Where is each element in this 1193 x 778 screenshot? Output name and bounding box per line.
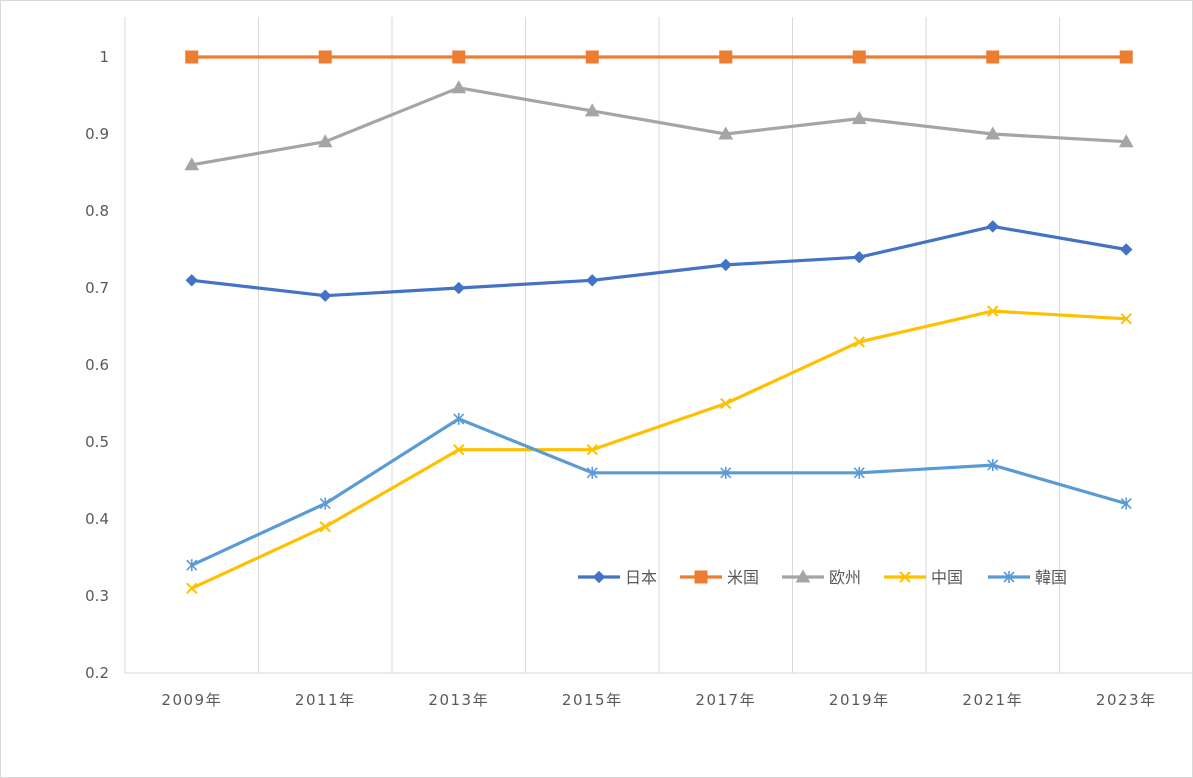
y-tick-label: 1 (99, 48, 109, 66)
data-point-3-4-stroke (720, 397, 732, 410)
data-point-1-3 (585, 50, 599, 64)
data-point-1-0 (185, 50, 199, 64)
series-lines (190, 55, 1128, 590)
y-tick-label: 0.8 (85, 202, 109, 220)
data-point-3-3 (586, 443, 598, 456)
data-point-3-4 (720, 397, 732, 410)
series-line-0 (190, 224, 1128, 298)
legend-swatch-marker-stroke (899, 571, 911, 583)
legend-swatch-marker (592, 570, 606, 584)
data-point-0-5 (853, 250, 866, 264)
data-point-0-7 (1120, 243, 1133, 256)
data-point-0-6 (986, 220, 999, 233)
legend-item: 欧州 (782, 568, 861, 587)
data-point-3-5-stroke (853, 336, 865, 348)
data-point-1-5 (852, 50, 866, 64)
data-point-1-4 (719, 50, 733, 64)
data-point-2-4 (718, 126, 734, 140)
data-point-3-3-stroke (586, 443, 598, 456)
data-point-0-0 (185, 274, 198, 287)
data-point-4-2 (453, 412, 465, 425)
x-tick-label: 2017年 (695, 691, 756, 709)
data-point-2-5 (851, 111, 867, 125)
data-point-2-2 (451, 80, 467, 94)
series-line-4 (190, 417, 1128, 567)
y-tick-label: 0.7 (85, 279, 109, 297)
data-point-1-7 (1119, 50, 1133, 64)
legend-label: 欧州 (829, 568, 861, 587)
data-point-4-4 (720, 466, 732, 479)
legend-item: 米国 (680, 568, 759, 587)
data-point-3-7-stroke (1120, 313, 1132, 325)
y-tick-label: 0.5 (85, 433, 109, 451)
data-point-4-1 (319, 497, 331, 510)
data-point-4-7 (1120, 497, 1132, 510)
data-point-0-1 (319, 289, 332, 302)
data-point-3-7 (1120, 313, 1132, 325)
data-point-3-0 (186, 582, 198, 595)
data-point-3-5 (853, 336, 865, 348)
legend-swatch-marker (1003, 571, 1015, 583)
data-point-4-5 (853, 466, 865, 479)
data-point-1-6 (986, 50, 1000, 64)
legend-swatch-marker (795, 569, 811, 583)
x-tick-label: 2011年 (295, 691, 356, 709)
legend-item: 韓国 (988, 568, 1067, 587)
data-point-4-3 (586, 466, 598, 479)
data-point-3-6-stroke (987, 305, 999, 317)
series-line-3 (190, 309, 1128, 590)
data-point-1-1 (318, 50, 332, 64)
data-point-4-6 (987, 459, 999, 472)
legend-swatch-marker (694, 570, 708, 584)
legend-swatch-marker (899, 571, 911, 583)
data-point-3-2-stroke (453, 443, 465, 456)
data-point-3-1 (319, 520, 331, 533)
y-tick-label: 0.3 (85, 587, 109, 605)
data-point-1-2 (452, 50, 466, 64)
series-markers (184, 50, 1134, 595)
y-tick-label: 0.9 (85, 125, 109, 143)
legend-label: 韓国 (1035, 568, 1067, 587)
data-point-2-7 (1118, 134, 1134, 148)
data-point-0-4 (719, 258, 732, 272)
data-point-3-6 (987, 305, 999, 317)
x-tick-label: 2019年 (829, 691, 890, 709)
y-tick-label: 0.4 (85, 510, 109, 528)
data-point-2-1 (317, 134, 333, 148)
legend-item: 日本 (578, 568, 657, 587)
y-tick-label: 0.6 (85, 356, 109, 374)
data-point-4-0 (186, 559, 198, 572)
axes: 0.2 0.3 0.4 0.5 0.6 0.7 0.8 0.9 1 2009年 2011年 2013年… (85, 17, 1192, 709)
legend-label: 中国 (931, 568, 963, 587)
x-tick-label: 2021年 (962, 691, 1023, 709)
data-point-2-0 (184, 157, 200, 171)
legend-item: 中国 (884, 568, 963, 587)
x-tick-label: 2015年 (562, 691, 623, 709)
data-point-2-6 (985, 126, 1001, 140)
legend-label: 日本 (625, 568, 657, 587)
legend: 日本 米国 欧州 中国 韓国 (578, 568, 1067, 587)
legend-label: 米国 (727, 568, 759, 587)
data-point-2-3 (584, 103, 600, 117)
x-tick-label: 2023年 (1096, 691, 1157, 709)
data-point-0-3 (586, 274, 599, 287)
data-point-0-2 (452, 281, 465, 295)
data-point-3-2 (453, 443, 465, 456)
series-line-2 (190, 86, 1128, 167)
data-point-3-0-stroke (186, 582, 198, 595)
x-tick-label: 2013年 (428, 691, 489, 709)
x-tick-label: 2009年 (161, 691, 222, 709)
data-point-3-1-stroke (319, 520, 331, 533)
y-tick-label: 0.2 (85, 664, 109, 682)
